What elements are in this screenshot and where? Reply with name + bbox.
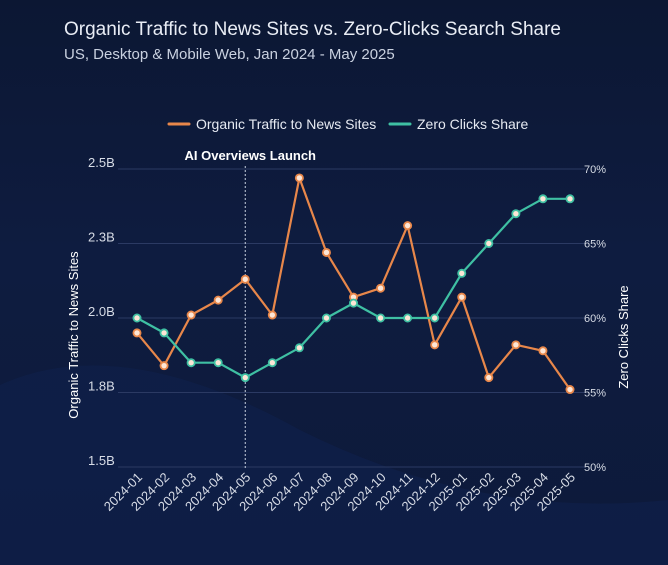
grid (118, 168, 585, 468)
annotation-label: AI Overviews Launch (185, 148, 317, 163)
left-axis-label: Organic Traffic to News Sites (66, 251, 81, 419)
data-point[interactable] (267, 310, 277, 320)
annotation: AI Overviews Launch (185, 148, 317, 470)
data-point[interactable] (132, 313, 142, 323)
data-point[interactable] (132, 328, 142, 338)
series-line-0 (136, 176, 571, 391)
left-tick-label: 2.0B (88, 304, 115, 319)
data-point[interactable] (430, 340, 440, 350)
data-point[interactable] (484, 238, 494, 248)
data-point[interactable] (538, 194, 548, 204)
data-point[interactable] (348, 298, 358, 308)
data-point[interactable] (294, 173, 304, 183)
chart-subtitle: US, Desktop & Mobile Web, Jan 2024 - May… (64, 46, 395, 63)
right-tick-label: 55% (584, 388, 606, 400)
data-point[interactable] (186, 358, 196, 368)
x-axis-ticks: 2024-012024-022024-032024-042024-052024-… (101, 470, 578, 514)
right-tick-label: 65% (584, 239, 606, 251)
data-point[interactable] (511, 209, 521, 219)
legend-item-organic-traffic[interactable]: Organic Traffic to News Sites (167, 116, 376, 132)
data-point[interactable] (484, 373, 494, 383)
data-point[interactable] (538, 346, 548, 356)
left-tick-label: 1.5B (88, 453, 115, 468)
right-tick-label: 70% (584, 164, 606, 176)
legend-label-organic-traffic: Organic Traffic to News Sites (196, 116, 376, 132)
left-tick-label: 2.5B (88, 155, 115, 170)
data-point[interactable] (294, 343, 304, 353)
right-axis-label: Zero Clicks Share (616, 285, 631, 388)
right-tick-label: 60% (584, 313, 606, 325)
legend-label-zero-clicks: Zero Clicks Share (417, 116, 528, 132)
data-point[interactable] (376, 313, 386, 323)
data-point[interactable] (430, 313, 440, 323)
data-point[interactable] (213, 358, 223, 368)
left-tick-label: 1.8B (88, 379, 115, 394)
data-point[interactable] (565, 194, 575, 204)
legend: Organic Traffic to News Sites Zero Click… (167, 116, 528, 132)
data-point[interactable] (457, 292, 467, 302)
data-point[interactable] (457, 268, 467, 278)
data-point[interactable] (321, 313, 331, 323)
right-axis-ticks: 50% 55% 60% 65% 70% (584, 164, 606, 474)
series-lines (136, 176, 571, 391)
data-point[interactable] (240, 373, 250, 383)
legend-item-zero-clicks[interactable]: Zero Clicks Share (388, 116, 528, 132)
data-point[interactable] (565, 385, 575, 395)
data-point[interactable] (159, 361, 169, 371)
data-point[interactable] (186, 310, 196, 320)
series-line-1 (136, 197, 570, 379)
data-point[interactable] (240, 274, 250, 284)
data-point[interactable] (403, 221, 413, 231)
right-tick-label: 50% (584, 462, 606, 474)
data-point[interactable] (376, 283, 386, 293)
data-point[interactable] (321, 247, 331, 257)
data-point[interactable] (159, 328, 169, 338)
data-point[interactable] (267, 358, 277, 368)
data-point[interactable] (403, 313, 413, 323)
series-points (132, 173, 575, 395)
left-tick-label: 2.3B (88, 230, 115, 245)
chart-title: Organic Traffic to News Sites vs. Zero-C… (64, 19, 561, 40)
data-point[interactable] (511, 340, 521, 350)
data-point[interactable] (213, 295, 223, 305)
left-axis-ticks: 1.5B 1.8B 2.0B 2.3B 2.5B (88, 155, 115, 468)
